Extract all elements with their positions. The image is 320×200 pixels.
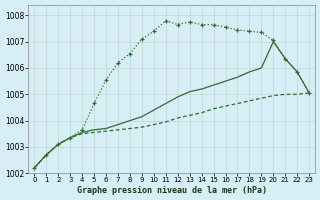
X-axis label: Graphe pression niveau de la mer (hPa): Graphe pression niveau de la mer (hPa)	[77, 186, 267, 195]
